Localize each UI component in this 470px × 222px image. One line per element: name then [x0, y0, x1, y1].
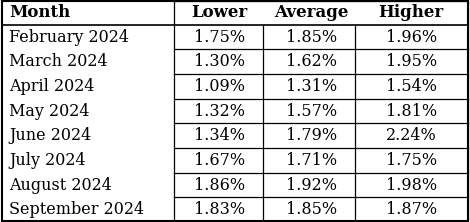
Text: 1.92%: 1.92% — [286, 176, 337, 194]
Text: 1.09%: 1.09% — [194, 78, 245, 95]
Text: 1.85%: 1.85% — [286, 201, 337, 218]
Text: 1.71%: 1.71% — [286, 152, 337, 169]
Text: Higher: Higher — [379, 4, 444, 21]
Text: 1.30%: 1.30% — [194, 53, 245, 70]
Text: March 2024: March 2024 — [9, 53, 108, 70]
Text: 2.24%: 2.24% — [386, 127, 437, 144]
Text: 1.54%: 1.54% — [386, 78, 437, 95]
Text: 1.32%: 1.32% — [194, 103, 245, 119]
Text: Average: Average — [274, 4, 349, 21]
Bar — [174, 1, 468, 221]
Text: August 2024: August 2024 — [9, 176, 112, 194]
Text: February 2024: February 2024 — [9, 28, 129, 46]
Text: Month: Month — [9, 4, 70, 21]
Text: 1.57%: 1.57% — [286, 103, 337, 119]
Text: 1.96%: 1.96% — [386, 28, 437, 46]
Text: July 2024: July 2024 — [9, 152, 86, 169]
Text: June 2024: June 2024 — [9, 127, 92, 144]
Text: 1.95%: 1.95% — [386, 53, 437, 70]
Text: 1.75%: 1.75% — [386, 152, 437, 169]
Text: 1.75%: 1.75% — [194, 28, 245, 46]
Text: 1.67%: 1.67% — [194, 152, 245, 169]
Text: 1.62%: 1.62% — [286, 53, 337, 70]
Text: Lower: Lower — [192, 4, 248, 21]
Text: May 2024: May 2024 — [9, 103, 90, 119]
Text: 1.34%: 1.34% — [194, 127, 245, 144]
Text: 1.86%: 1.86% — [194, 176, 245, 194]
Text: 1.81%: 1.81% — [386, 103, 437, 119]
Text: September 2024: September 2024 — [9, 201, 145, 218]
Text: 1.79%: 1.79% — [286, 127, 337, 144]
Text: 1.87%: 1.87% — [386, 201, 437, 218]
Text: 1.31%: 1.31% — [286, 78, 337, 95]
Text: 1.83%: 1.83% — [194, 201, 245, 218]
Text: 1.85%: 1.85% — [286, 28, 337, 46]
Text: April 2024: April 2024 — [9, 78, 95, 95]
Text: 1.98%: 1.98% — [386, 176, 437, 194]
